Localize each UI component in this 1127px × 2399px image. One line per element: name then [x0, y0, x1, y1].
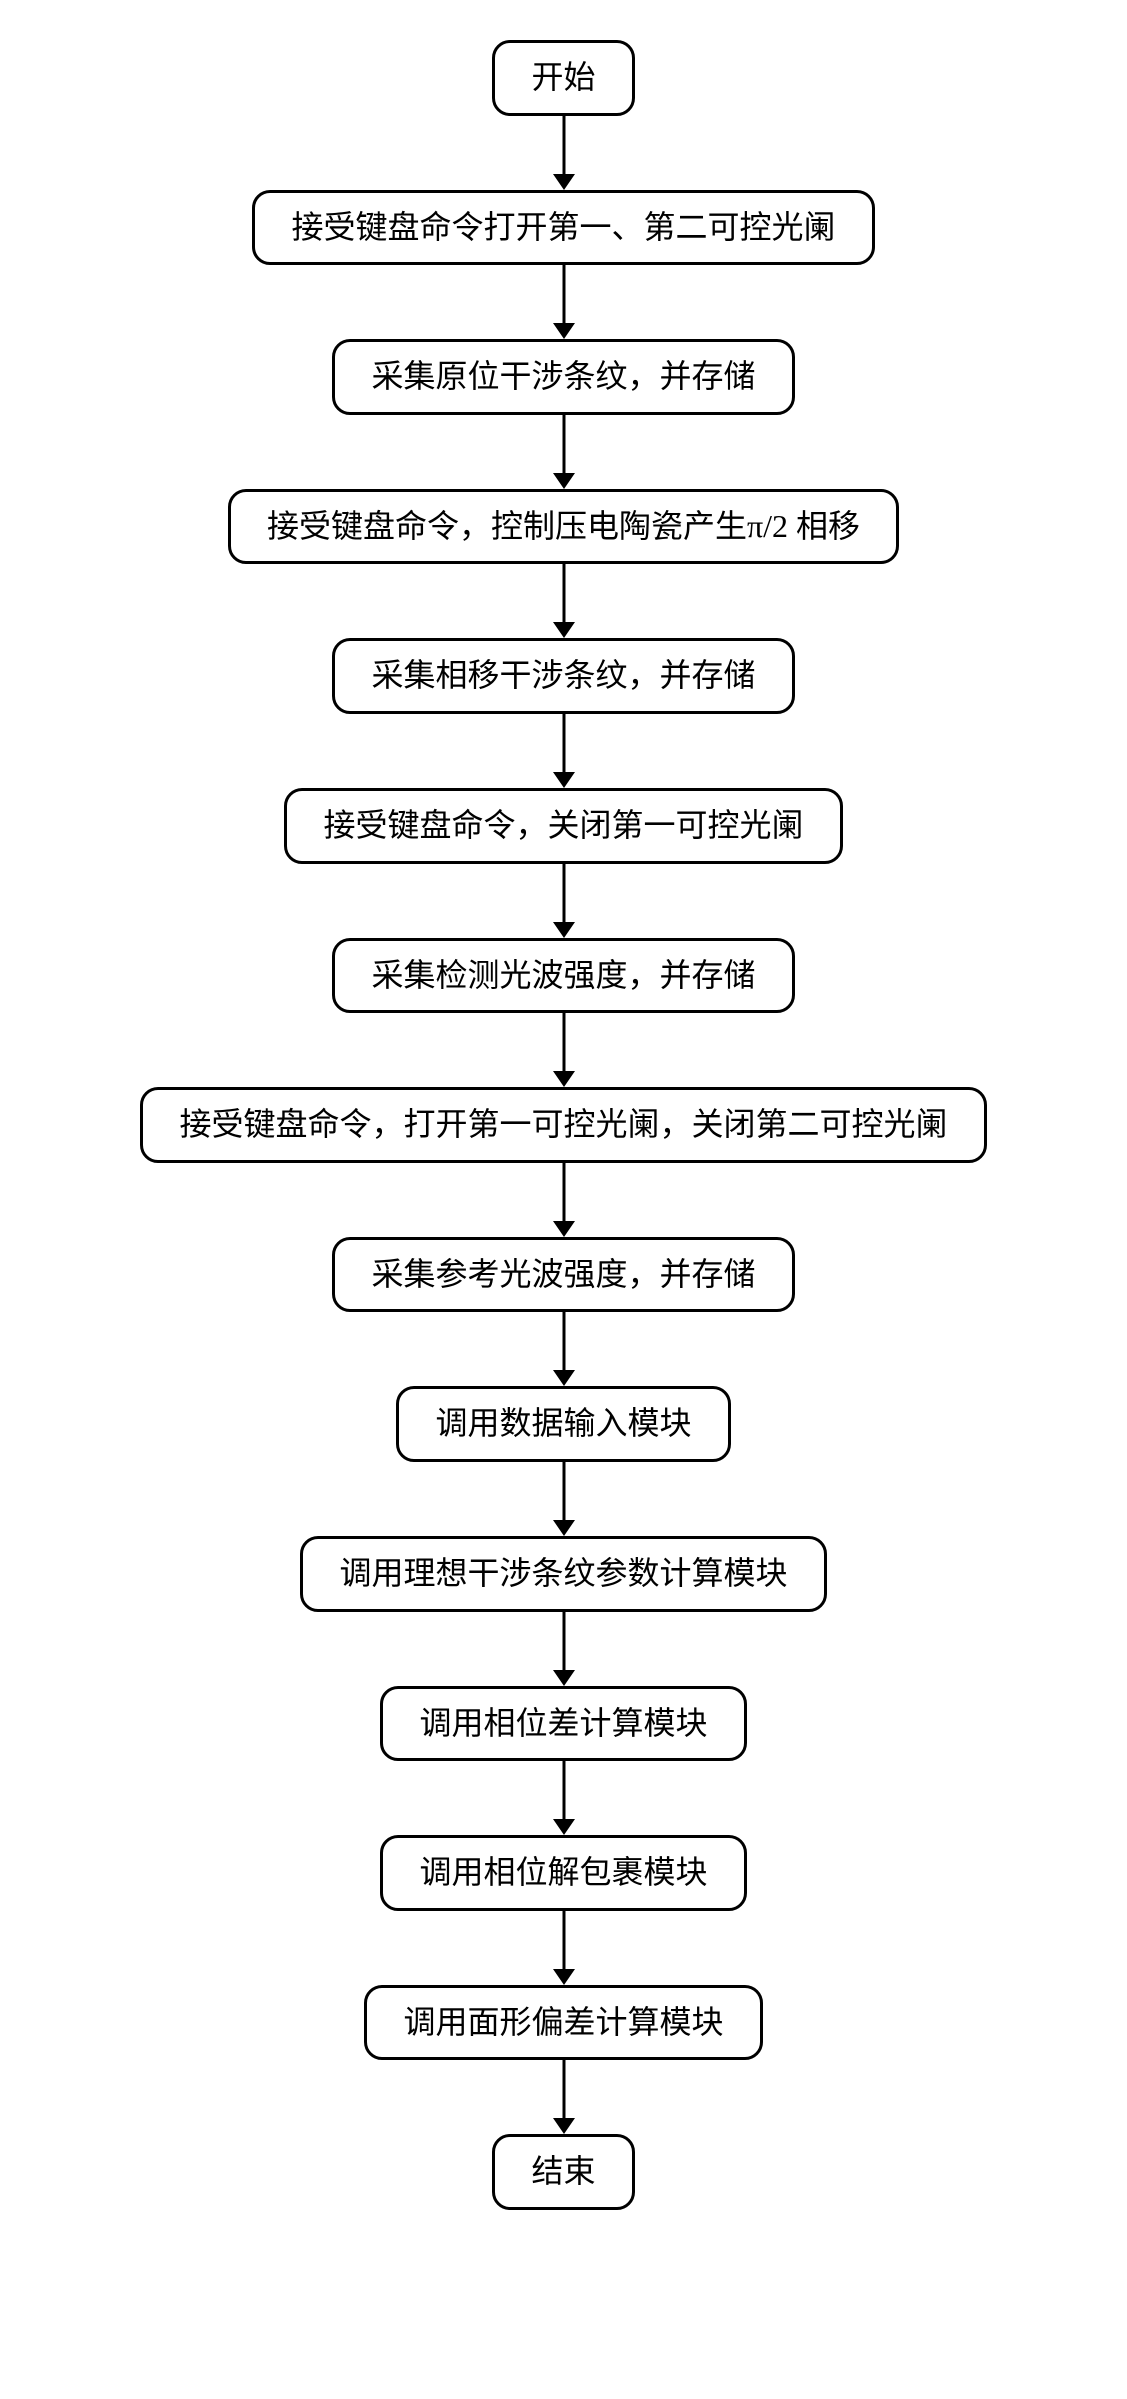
flowchart-node-label: 结束	[531, 2153, 595, 2189]
flowchart-node-label: 调用面形偏差计算模块	[403, 2004, 723, 2040]
flowchart-node: 调用理想干涉条纹参数计算模块	[300, 1536, 826, 1612]
flowchart-arrow	[553, 1163, 575, 1237]
flowchart-node-label: 调用理想干涉条纹参数计算模块	[339, 1555, 787, 1591]
flowchart-node: 采集检测光波强度，并存储	[332, 938, 794, 1014]
flowchart-node: 结束	[492, 2134, 634, 2210]
flowchart-arrow	[553, 1462, 575, 1536]
flowchart-node-label: 开始	[531, 59, 595, 95]
flowchart-arrow	[553, 415, 575, 489]
flowchart-arrow	[553, 1761, 575, 1835]
flowchart-node: 调用相位解包裹模块	[380, 1835, 746, 1911]
flowchart-node: 调用面形偏差计算模块	[364, 1985, 762, 2061]
flowchart-node: 接受键盘命令，关闭第一可控光阑	[284, 788, 842, 864]
flowchart-node-label: 调用相位解包裹模块	[419, 1854, 707, 1890]
flowchart-arrow	[553, 564, 575, 638]
flowchart-arrow	[553, 1013, 575, 1087]
flowchart-node: 接受键盘命令打开第一、第二可控光阑	[252, 190, 874, 266]
flowchart-node: 调用数据输入模块	[396, 1386, 730, 1462]
flowchart-node: 开始	[492, 40, 634, 116]
flowchart-container: 开始接受键盘命令打开第一、第二可控光阑采集原位干涉条纹，并存储接受键盘命令，控制…	[20, 40, 1107, 2210]
flowchart-arrow	[553, 1312, 575, 1386]
flowchart-node-label: 采集检测光波强度，并存储	[371, 957, 755, 993]
flowchart-node: 采集原位干涉条纹，并存储	[332, 339, 794, 415]
flowchart-node: 调用相位差计算模块	[380, 1686, 746, 1762]
flowchart-arrow	[553, 714, 575, 788]
flowchart-node: 接受键盘命令，打开第一可控光阑，关闭第二可控光阑	[140, 1087, 986, 1163]
flowchart-arrow	[553, 116, 575, 190]
flowchart-node-label: 接受键盘命令，打开第一可控光阑，关闭第二可控光阑	[179, 1106, 947, 1142]
flowchart-node-label: 采集参考光波强度，并存储	[371, 1256, 755, 1292]
flowchart-node: 采集相移干涉条纹，并存储	[332, 638, 794, 714]
flowchart-node: 采集参考光波强度，并存储	[332, 1237, 794, 1313]
flowchart-node-label: 接受键盘命令打开第一、第二可控光阑	[291, 209, 835, 245]
flowchart-node-label: 接受键盘命令，控制压电陶瓷产生π/2 相移	[267, 508, 860, 544]
flowchart-node-label: 调用相位差计算模块	[419, 1705, 707, 1741]
flowchart-node-label: 调用数据输入模块	[435, 1405, 691, 1441]
flowchart-arrow	[553, 1612, 575, 1686]
flowchart-arrow	[553, 1911, 575, 1985]
flowchart-arrow	[553, 864, 575, 938]
flowchart-node-label: 采集相移干涉条纹，并存储	[371, 657, 755, 693]
flowchart-arrow	[553, 2060, 575, 2134]
flowchart-node: 接受键盘命令，控制压电陶瓷产生π/2 相移	[228, 489, 899, 565]
flowchart-arrow	[553, 265, 575, 339]
flowchart-node-label: 接受键盘命令，关闭第一可控光阑	[323, 807, 803, 843]
flowchart-node-label: 采集原位干涉条纹，并存储	[371, 358, 755, 394]
